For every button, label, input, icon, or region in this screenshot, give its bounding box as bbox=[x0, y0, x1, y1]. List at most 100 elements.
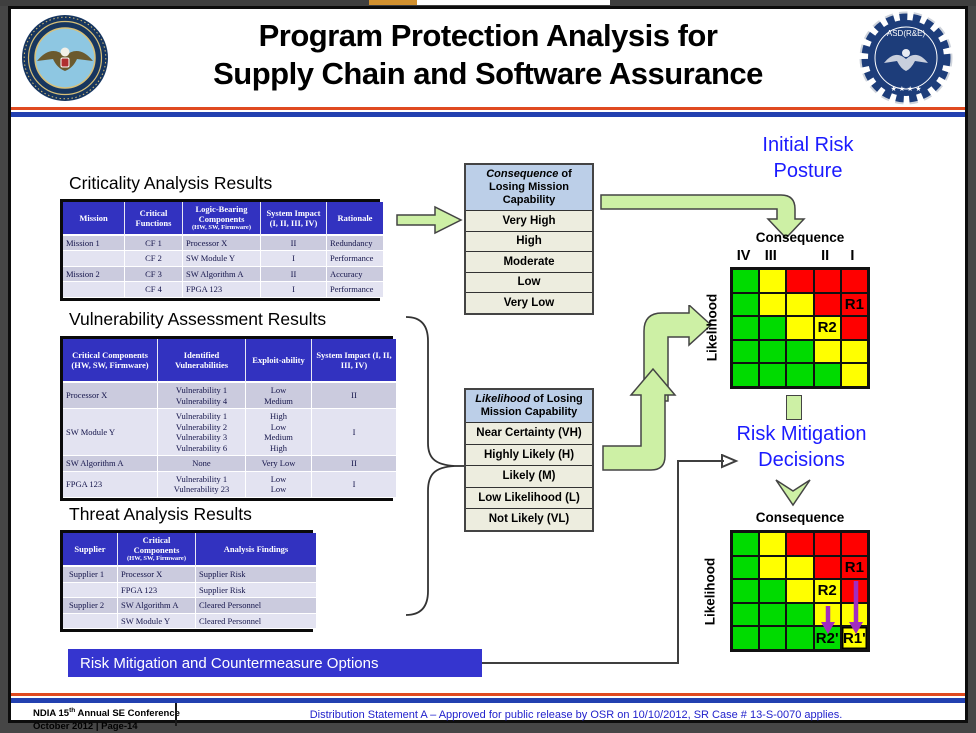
likelihood-level: Not Likely (VL) bbox=[488, 513, 570, 526]
table-cell: Processor X bbox=[63, 383, 158, 409]
table-cell: SW Algorithm A bbox=[183, 266, 261, 282]
table-cell bbox=[63, 251, 125, 267]
risk-cell-2-0 bbox=[732, 316, 760, 340]
risk-cell-0-1 bbox=[759, 269, 787, 293]
risk-cell-2-2 bbox=[786, 579, 814, 603]
header-stripe-blue bbox=[11, 112, 965, 117]
risk-cell-1-2 bbox=[786, 555, 814, 580]
risk-cell-2-4 bbox=[840, 579, 868, 603]
table-cell: CF 3 bbox=[125, 266, 183, 282]
table-cell: Cleared Personnel bbox=[196, 613, 316, 629]
conference-name-rest: Annual SE Conference bbox=[75, 708, 180, 720]
risk-cell-3-1 bbox=[759, 602, 787, 627]
table-cell: II bbox=[261, 266, 327, 282]
risk-cell-2-1 bbox=[759, 579, 787, 603]
consequence-scale-box: Consequence of Losing Mission Capability… bbox=[464, 163, 594, 315]
likelihood-scale-box: Likelihood of Losing Mission Capability … bbox=[464, 388, 594, 532]
curly-brace bbox=[398, 315, 468, 618]
table-cell: Supplier Risk bbox=[196, 567, 316, 583]
vulnerability-table: Critical Components (HW, SW, Firmware) Id… bbox=[60, 336, 396, 501]
risk-cell-0-1 bbox=[759, 532, 787, 556]
table-cell: SW Algorithm A bbox=[118, 598, 196, 614]
initial-risk-line1: Initial Risk bbox=[762, 134, 854, 156]
likelihood-keyword: Likelihood bbox=[475, 393, 531, 405]
slide-title-line2: Supply Chain and Software Assurance bbox=[213, 56, 763, 91]
risk-cell-2-3: R2 bbox=[813, 579, 841, 603]
risk-marker-R2-prime: R2' bbox=[815, 629, 839, 647]
table-cell: Low Medium bbox=[246, 383, 312, 409]
table-cell: Vulnerability 1 Vulnerability 23 bbox=[158, 471, 246, 498]
risk-cell-1-1 bbox=[759, 555, 787, 580]
risk-cell-0-0 bbox=[732, 532, 760, 556]
risk-cell-0-0 bbox=[732, 269, 760, 293]
risk-cell-1-4: R1 bbox=[840, 555, 868, 580]
consequence-level: Moderate bbox=[466, 252, 592, 273]
threat-table: Supplier Critical Components (HW, SW, Firm… bbox=[60, 530, 316, 632]
table-cell: CF 2 bbox=[125, 251, 183, 267]
flow-arrow-criticality-to-consequence bbox=[395, 205, 465, 235]
footer-stripe-blue bbox=[11, 698, 965, 703]
consequence-box-header: Consequence of Losing Mission Capability bbox=[466, 165, 592, 211]
risk-cell-0-4 bbox=[840, 269, 868, 293]
footer-stripe-red bbox=[11, 693, 965, 696]
risk-cell-4-1 bbox=[759, 363, 787, 387]
table-cell: I bbox=[312, 471, 396, 498]
consequence-header-rest: of Losing Mission Capability bbox=[488, 168, 572, 206]
table-cell: Very Low bbox=[246, 456, 312, 472]
risk-cell-4-4: R1' bbox=[840, 626, 868, 650]
risk-cell-3-3 bbox=[813, 602, 841, 627]
slide-title: Program Protection Analysis for Supply C… bbox=[111, 17, 865, 93]
risk-cell-4-3: R2' bbox=[813, 626, 841, 650]
date-and-page: October 2012 | Page-14 bbox=[33, 721, 138, 733]
table-cell: Performance bbox=[327, 282, 383, 298]
flow-arrow-consequence-to-matrix bbox=[599, 193, 814, 243]
table-cell: Mission 2 bbox=[63, 266, 125, 282]
col-label-IV: IV bbox=[736, 248, 751, 264]
initial-risk-posture-label: Initial Risk Posture bbox=[703, 132, 913, 184]
table-cell: Performance bbox=[327, 251, 383, 267]
column-header: System Impact (I, II, III, IV) bbox=[312, 339, 396, 383]
svg-text:★ ★ ★ ★: ★ ★ ★ ★ bbox=[891, 85, 922, 93]
risk-cell-1-0 bbox=[732, 292, 760, 317]
likelihood-level: Highly Likely (H) bbox=[466, 445, 592, 466]
initial-risk-line2: Posture bbox=[773, 160, 843, 182]
risk-cell-3-4 bbox=[840, 339, 868, 364]
table-cell bbox=[63, 613, 118, 629]
risk-cell-0-3 bbox=[813, 269, 841, 293]
table-cell: None bbox=[158, 456, 246, 472]
table-cell: I bbox=[312, 409, 396, 456]
flow-arrow-likelihood-to-matrix bbox=[601, 305, 715, 475]
table-cell: Redundancy bbox=[327, 235, 383, 251]
risk-marker-R2: R2 bbox=[817, 582, 837, 600]
consequence-level: Low bbox=[466, 273, 592, 293]
risk-cell-2-3: R2 bbox=[813, 316, 841, 340]
col-label-I: I bbox=[850, 248, 855, 264]
column-header: Mission bbox=[63, 202, 125, 236]
initial-matrix-consequence-label: Consequence bbox=[755, 230, 845, 245]
table-cell bbox=[63, 282, 125, 298]
risk-marker-R1: R1 bbox=[844, 295, 864, 313]
risk-cell-3-2 bbox=[786, 602, 814, 627]
risk-cell-3-2 bbox=[786, 339, 814, 364]
table-cell: High Low Medium High bbox=[246, 409, 312, 456]
column-header: Logic-Bearing Components (HW, SW, Firmwar… bbox=[183, 202, 261, 236]
chrome-accent-segment bbox=[369, 0, 417, 5]
conference-ordinal: th bbox=[69, 707, 76, 714]
risk-cell-3-0 bbox=[732, 339, 760, 364]
risk-cell-0-2 bbox=[786, 269, 814, 293]
table-cell: Low Low bbox=[246, 471, 312, 498]
table-cell: FPGA 123 bbox=[118, 582, 196, 598]
flow-shaft-matrix-to-decisions bbox=[786, 395, 802, 420]
window-chrome-strip bbox=[0, 0, 976, 6]
flow-arrow-decisions-to-matrix bbox=[774, 478, 812, 508]
consequence-keyword: Consequence bbox=[486, 168, 559, 180]
asdre-logo-text: ASD(R&E) bbox=[887, 29, 926, 38]
risk-cell-4-3 bbox=[813, 363, 841, 387]
risk-mitigation-decisions-label: Risk Mitigation Decisions bbox=[699, 421, 904, 473]
risk-marker-R1-prime: R1' bbox=[842, 629, 866, 647]
conference-name: NDIA 15 bbox=[33, 708, 70, 720]
table-cell: II bbox=[312, 383, 396, 409]
risk-cell-4-0 bbox=[732, 363, 760, 387]
table-cell: II bbox=[261, 235, 327, 251]
